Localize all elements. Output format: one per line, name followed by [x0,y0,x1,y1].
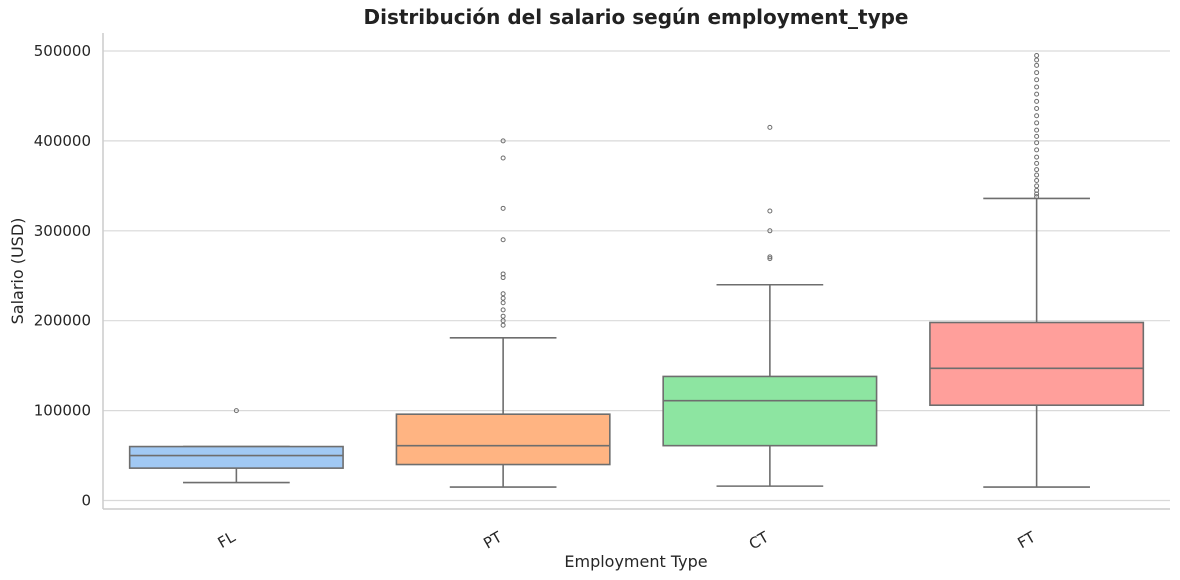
y-tick-label: 400000 [34,132,91,150]
y-tick-label: 0 [81,492,91,510]
outlier-point [500,313,506,319]
y-tick-label: 300000 [34,222,91,240]
iqr-box [929,321,1145,407]
y-gridlines [103,50,1170,502]
outlier-point [1034,57,1040,63]
x-tick-label-ct: CT [746,527,773,553]
outlier-point [1034,177,1040,183]
box-fl [128,408,344,484]
outlier-point [767,208,773,214]
outlier-point [1034,133,1040,139]
x-tick-labels: FL PT CT FT [215,527,1040,553]
outlier-point [1034,140,1040,146]
outlier-point [500,138,506,144]
chart-title: Distribución del salario según employmen… [364,5,909,29]
outlier-point [1034,167,1040,173]
outlier-point [500,291,506,297]
outlier-point [767,228,773,234]
outlier-point [1034,194,1040,200]
iqr-box [662,375,878,447]
outlier-point [1034,147,1040,153]
y-tick-label: 100000 [34,402,91,420]
outlier-point [500,155,506,161]
outlier-point [1034,62,1040,68]
outlier-point [1034,77,1040,83]
outlier-point [767,254,773,260]
outlier-point [1034,113,1040,119]
outlier-point [1034,172,1040,178]
iqr-box [128,445,344,469]
axis-spines [102,33,1170,510]
outlier-point [500,271,506,277]
outlier-point [500,237,506,243]
outlier-point [500,295,506,301]
outlier-point [1034,160,1040,166]
outlier-point [500,307,506,313]
iqr-box [395,413,611,466]
outlier-point [233,408,239,414]
y-tick-label: 200000 [34,312,91,330]
x-axis-label: Employment Type [564,552,707,571]
box-series [128,52,1145,488]
outlier-point [767,124,773,130]
outlier-point [1034,106,1040,112]
y-tick-label: 500000 [34,42,91,60]
outlier-point [1034,91,1040,97]
box-ct [662,124,878,487]
outlier-point [1034,52,1040,58]
y-axis-label: Salario (USD) [8,218,27,325]
outlier-point [1034,98,1040,104]
outlier-point [1034,183,1040,189]
x-tick-label-pt: PT [480,527,505,552]
y-tick-labels: 0 100000 200000 300000 400000 500000 [34,42,91,510]
outlier-point [767,256,773,262]
box-ft [929,52,1145,488]
outlier-point [1034,70,1040,76]
outlier-point [1034,84,1040,90]
outlier-point [1034,127,1040,133]
outlier-point [500,205,506,211]
outlier-point [500,300,506,306]
outlier-point [500,322,506,328]
x-tick-label-fl: FL [215,528,239,552]
box-pt [395,138,611,488]
x-tick-label-ft: FT [1014,527,1039,552]
outlier-point [1034,154,1040,160]
outlier-point [1034,120,1040,126]
